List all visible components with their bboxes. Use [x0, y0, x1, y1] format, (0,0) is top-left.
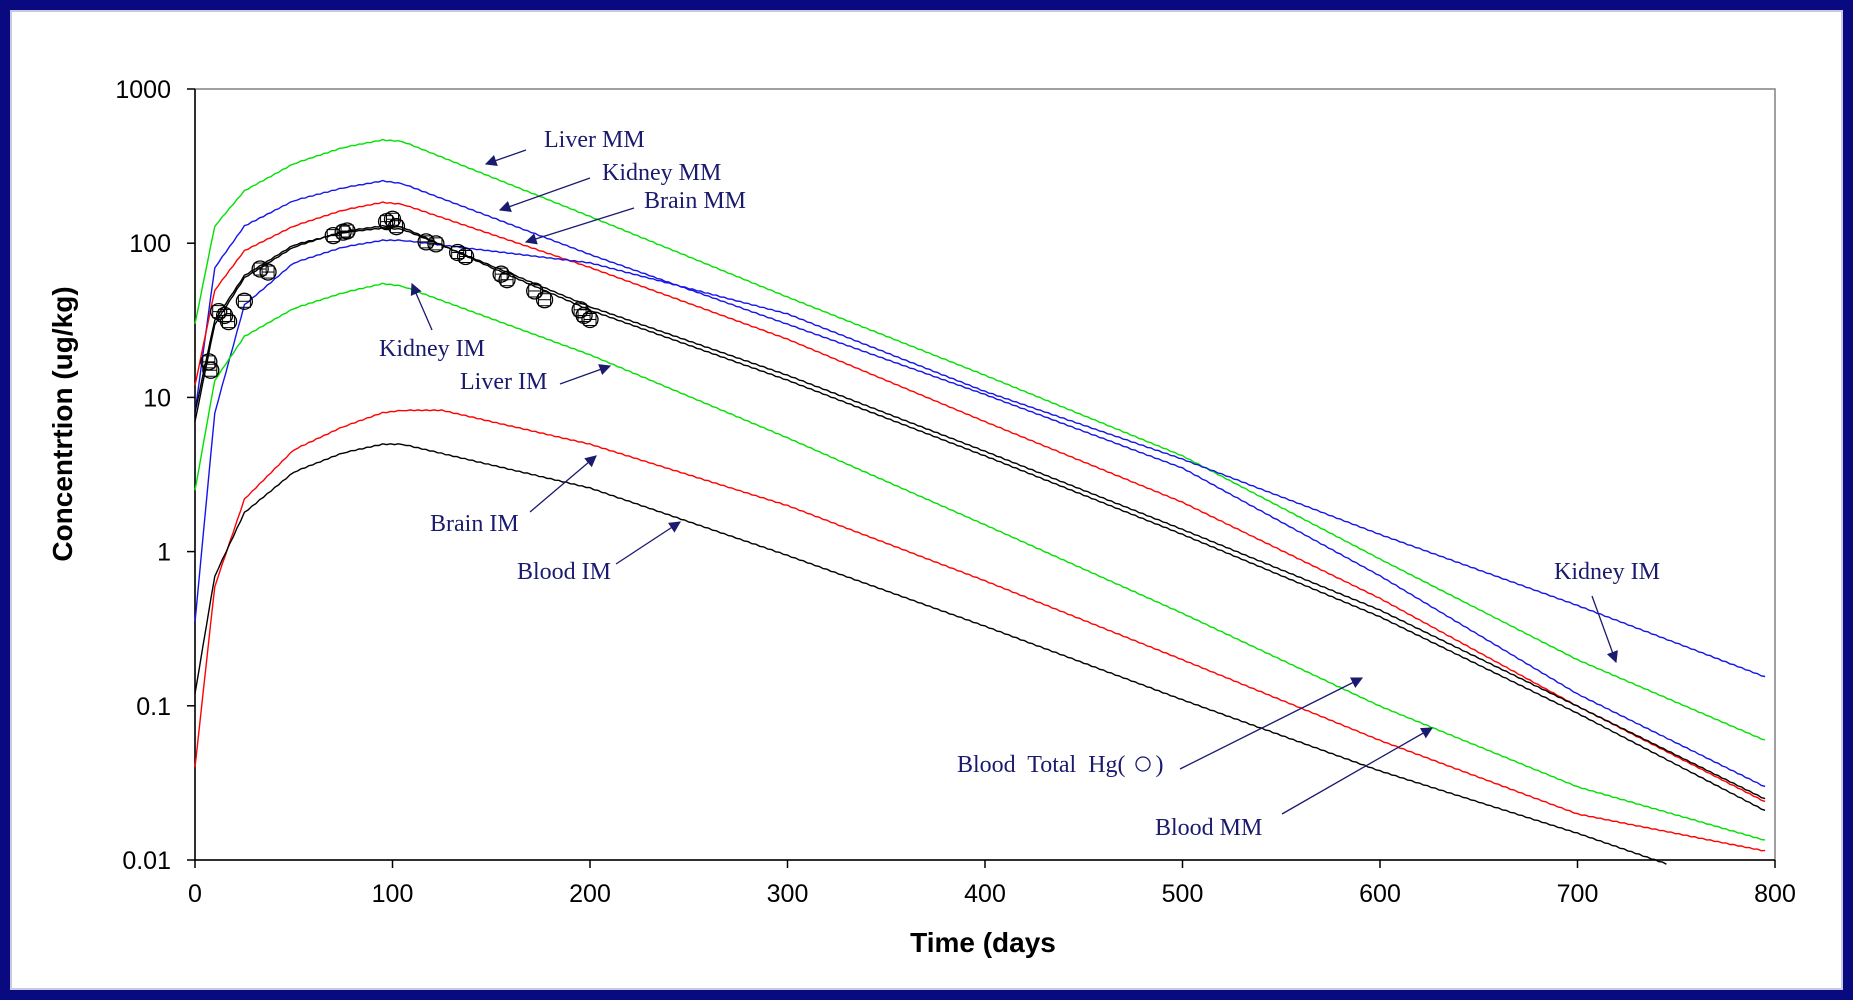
x-tick-label: 700 — [1557, 880, 1599, 908]
annotation-arrow — [615, 521, 681, 565]
annotation-arrow — [559, 364, 612, 385]
annotation-arrow — [1591, 595, 1618, 664]
x-tick-label: 600 — [1359, 880, 1401, 908]
observed-markers — [200, 210, 599, 379]
observed-point — [417, 233, 435, 251]
x-axis-title: Time (days — [910, 927, 1056, 958]
y-tick-label: 100 — [129, 230, 171, 258]
annotation-label: Brain MM — [644, 188, 746, 214]
x-tick-label: 300 — [767, 880, 809, 908]
observed-point — [449, 243, 467, 262]
plot-area — [194, 88, 1776, 861]
observed-point — [535, 291, 554, 309]
y-tick-label: 1000 — [115, 76, 171, 104]
observed-point — [202, 361, 220, 379]
x-tick-label: 400 — [964, 880, 1006, 908]
observed-point — [219, 312, 238, 331]
annotation-label: Kidney IM — [1554, 559, 1660, 585]
series-line-4 — [194, 282, 1766, 841]
annotation-arrow — [1179, 677, 1364, 770]
x-tick-label: 200 — [569, 880, 611, 908]
y-tick-label: 0.01 — [122, 847, 171, 875]
observed-point — [235, 292, 254, 310]
x-tick-label: 500 — [1162, 880, 1204, 908]
annotation-arrow — [1281, 727, 1434, 815]
annotation-arrow — [524, 207, 635, 245]
observed-point — [387, 218, 406, 236]
observed-point — [581, 310, 599, 329]
x-tick-label: 100 — [372, 880, 414, 908]
x-tick-label: 800 — [1754, 880, 1796, 908]
annotation-label: Kidney MM — [602, 160, 721, 186]
annotation-label: Liver MM — [544, 127, 645, 153]
observed-point — [251, 260, 269, 278]
x-tick-label: 0 — [188, 880, 202, 908]
annotation-label: Kidney IM — [379, 336, 485, 362]
series-line-2 — [194, 201, 1766, 803]
observed-symbol-icon — [1135, 756, 1151, 772]
annotation-label: Liver IM — [460, 369, 547, 395]
y-axis-title: Concentrtion (ug/kg) — [47, 286, 78, 561]
annotation-arrow — [484, 149, 527, 167]
plot-border — [194, 88, 1776, 861]
observed-point — [456, 247, 475, 266]
annotation-label: Blood IM — [517, 559, 611, 585]
observed-point — [259, 263, 277, 281]
observed-point — [498, 271, 516, 289]
annotation-arrow — [498, 177, 591, 212]
y-tick-label: 1 — [157, 539, 171, 567]
annotation-arrow — [410, 282, 433, 331]
annotation-arrow — [529, 455, 597, 513]
series-layer — [194, 138, 1766, 865]
annotation-label: Brain IM — [430, 511, 519, 537]
y-tick-label: 10 — [143, 384, 171, 412]
series-line-1 — [194, 179, 1766, 788]
axes: 0 100 200 300 400 500 600 700 800 0.01 0.1 1 10 100 10… — [115, 76, 1795, 908]
annotation-label: Blood Total Hg( ) — [957, 752, 1164, 778]
chart-frame: 0 100 200 300 400 500 600 700 800 0.01 0.1 1 10 100 10… — [10, 10, 1843, 990]
line-chart: 0 100 200 300 400 500 600 700 800 0.01 0.1 1 10 100 10… — [47, 76, 1796, 958]
series-line-5 — [194, 409, 1766, 852]
y-tick-label: 0.1 — [136, 693, 171, 721]
series-line-6 — [194, 443, 1667, 865]
series-line-0 — [194, 138, 1766, 741]
annotation-label: Blood MM — [1155, 815, 1262, 841]
observed-point — [338, 222, 356, 240]
observed-point — [427, 235, 445, 253]
observed-point — [526, 282, 544, 300]
